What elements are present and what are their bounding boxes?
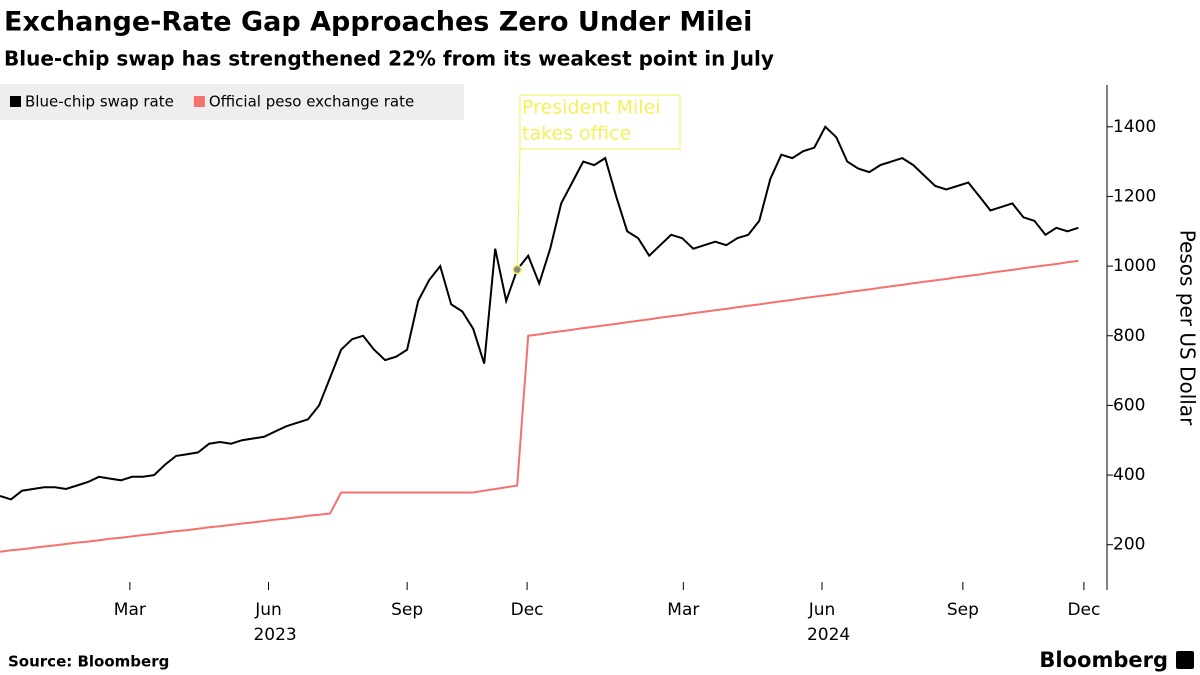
series-line (0, 259, 1079, 553)
x-tick-label: Jun (254, 600, 282, 620)
legend-label: Official peso exchange rate (209, 93, 414, 111)
logo-icon (1176, 651, 1194, 669)
annotation-text: takes office (522, 123, 631, 145)
x-tick-label: Dec (1067, 600, 1100, 620)
chart-subtitle: Blue-chip swap has strengthened 22% from… (4, 47, 774, 71)
y-axis-label: Pesos per US Dollar (1176, 230, 1200, 426)
y-tick-label: 800 (1113, 326, 1145, 346)
legend-swatch (193, 96, 205, 107)
source: Source: Bloomberg (8, 653, 169, 671)
y-tick-label: 1400 (1113, 117, 1156, 137)
y-tick-label: 200 (1113, 535, 1145, 555)
annotation-box (519, 94, 681, 150)
legend-label: Blue-chip swap rate (25, 93, 174, 111)
y-tick-label: 1000 (1113, 256, 1156, 276)
y-tick-label: 1200 (1113, 186, 1156, 206)
series-line (0, 125, 1079, 501)
x-tick-label: Sep (947, 600, 979, 620)
x-tick-label: Dec (511, 600, 544, 620)
logo: Bloomberg (1039, 648, 1168, 672)
x-year-label: 2024 (807, 625, 850, 645)
annotation-point (512, 264, 522, 275)
annotation-text: President Milei (522, 97, 661, 119)
x-tick-label: Jun (808, 600, 836, 620)
x-tick-label: Mar (114, 600, 146, 620)
legend-swatch (10, 96, 21, 107)
legend-bg (0, 84, 464, 120)
x-tick-label: Sep (391, 600, 423, 620)
annotation-leader (516, 148, 521, 270)
y-tick-label: 400 (1113, 465, 1145, 485)
chart-title: Exchange-Rate Gap Approaches Zero Under … (4, 7, 752, 38)
x-year-label: 2023 (253, 625, 296, 645)
x-tick-label: Mar (667, 600, 699, 620)
y-tick-label: 600 (1113, 395, 1145, 415)
